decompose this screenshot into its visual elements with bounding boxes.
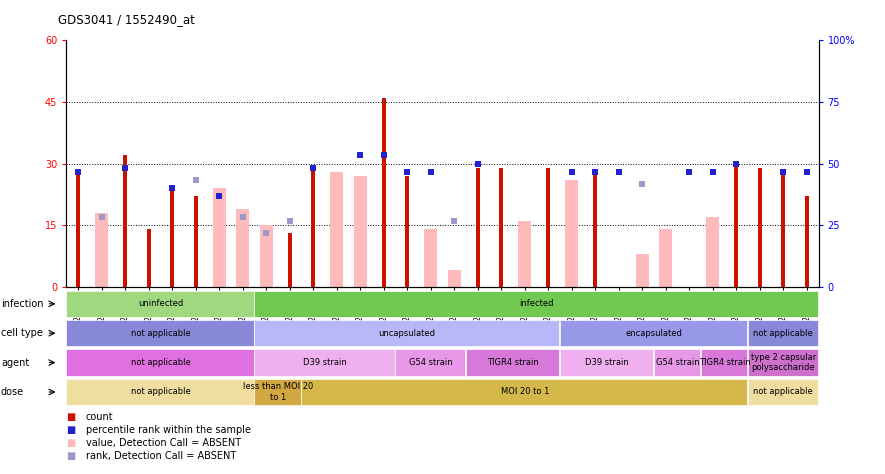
Point xyxy=(424,168,438,175)
Point xyxy=(589,168,603,175)
Text: cell type: cell type xyxy=(1,328,42,338)
Point xyxy=(118,164,132,172)
Bar xyxy=(354,176,366,287)
Bar xyxy=(499,168,504,287)
Bar xyxy=(96,213,108,287)
Text: ■: ■ xyxy=(66,411,75,422)
Point xyxy=(282,217,296,225)
Bar xyxy=(259,225,273,287)
Bar xyxy=(170,188,174,287)
Point xyxy=(729,160,743,167)
Bar xyxy=(288,233,292,287)
Text: encapsulated: encapsulated xyxy=(626,329,682,337)
Point xyxy=(259,229,273,237)
Bar xyxy=(659,229,673,287)
Text: infection: infection xyxy=(1,299,43,309)
Point xyxy=(95,213,109,221)
Text: TIGR4 strain: TIGR4 strain xyxy=(487,358,539,367)
Text: infected: infected xyxy=(519,300,554,308)
Point xyxy=(635,180,650,188)
Text: ■: ■ xyxy=(66,425,75,435)
Bar xyxy=(804,196,809,287)
Point xyxy=(212,192,227,200)
Text: D39 strain: D39 strain xyxy=(585,358,629,367)
Text: uninfected: uninfected xyxy=(138,300,183,308)
Bar xyxy=(123,155,127,287)
Bar xyxy=(147,229,150,287)
Bar xyxy=(194,196,197,287)
Bar xyxy=(381,98,386,287)
Point xyxy=(353,152,367,159)
Text: ■: ■ xyxy=(66,438,75,448)
Text: GDS3041 / 1552490_at: GDS3041 / 1552490_at xyxy=(58,13,195,26)
Bar xyxy=(236,209,250,287)
Text: not applicable: not applicable xyxy=(130,329,190,337)
Text: dose: dose xyxy=(1,387,24,397)
Text: less than MOI 20
to 1: less than MOI 20 to 1 xyxy=(242,383,313,401)
Point xyxy=(71,168,85,175)
Point xyxy=(165,184,180,192)
Bar xyxy=(566,180,578,287)
Point xyxy=(377,152,391,159)
Text: not applicable: not applicable xyxy=(130,358,190,367)
Point xyxy=(447,217,461,225)
Text: G54 strain: G54 strain xyxy=(409,358,452,367)
Bar xyxy=(593,172,597,287)
Point xyxy=(189,176,203,184)
Bar xyxy=(312,168,315,287)
Bar xyxy=(424,229,437,287)
Point xyxy=(306,164,320,172)
Point xyxy=(471,160,485,167)
Point xyxy=(682,168,696,175)
Text: TIGR4 strain: TIGR4 strain xyxy=(699,358,750,367)
Text: type 2 capsular
polysaccharide: type 2 capsular polysaccharide xyxy=(750,353,816,372)
Point xyxy=(235,213,250,221)
Bar xyxy=(635,254,649,287)
Bar xyxy=(212,188,226,287)
Bar xyxy=(735,164,738,287)
Bar xyxy=(758,168,762,287)
Bar xyxy=(330,172,343,287)
Text: rank, Detection Call = ABSENT: rank, Detection Call = ABSENT xyxy=(86,451,236,462)
Text: not applicable: not applicable xyxy=(753,329,813,337)
Text: not applicable: not applicable xyxy=(130,388,190,396)
Bar xyxy=(405,176,410,287)
Bar xyxy=(475,168,480,287)
Text: count: count xyxy=(86,411,113,422)
Text: percentile rank within the sample: percentile rank within the sample xyxy=(86,425,250,435)
Point xyxy=(705,168,720,175)
Bar xyxy=(781,172,786,287)
Text: not applicable: not applicable xyxy=(753,388,813,396)
Point xyxy=(776,168,790,175)
Point xyxy=(565,168,579,175)
Bar xyxy=(448,270,461,287)
Text: value, Detection Call = ABSENT: value, Detection Call = ABSENT xyxy=(86,438,241,448)
Bar xyxy=(519,221,531,287)
Point xyxy=(800,168,814,175)
Bar xyxy=(706,217,720,287)
Point xyxy=(400,168,414,175)
Text: uncapsulated: uncapsulated xyxy=(379,329,435,337)
Text: agent: agent xyxy=(1,357,29,368)
Text: ■: ■ xyxy=(66,451,75,462)
Text: MOI 20 to 1: MOI 20 to 1 xyxy=(501,388,549,396)
Bar xyxy=(76,172,81,287)
Text: D39 strain: D39 strain xyxy=(303,358,347,367)
Bar xyxy=(546,168,550,287)
Text: G54 strain: G54 strain xyxy=(656,358,699,367)
Point xyxy=(612,168,626,175)
